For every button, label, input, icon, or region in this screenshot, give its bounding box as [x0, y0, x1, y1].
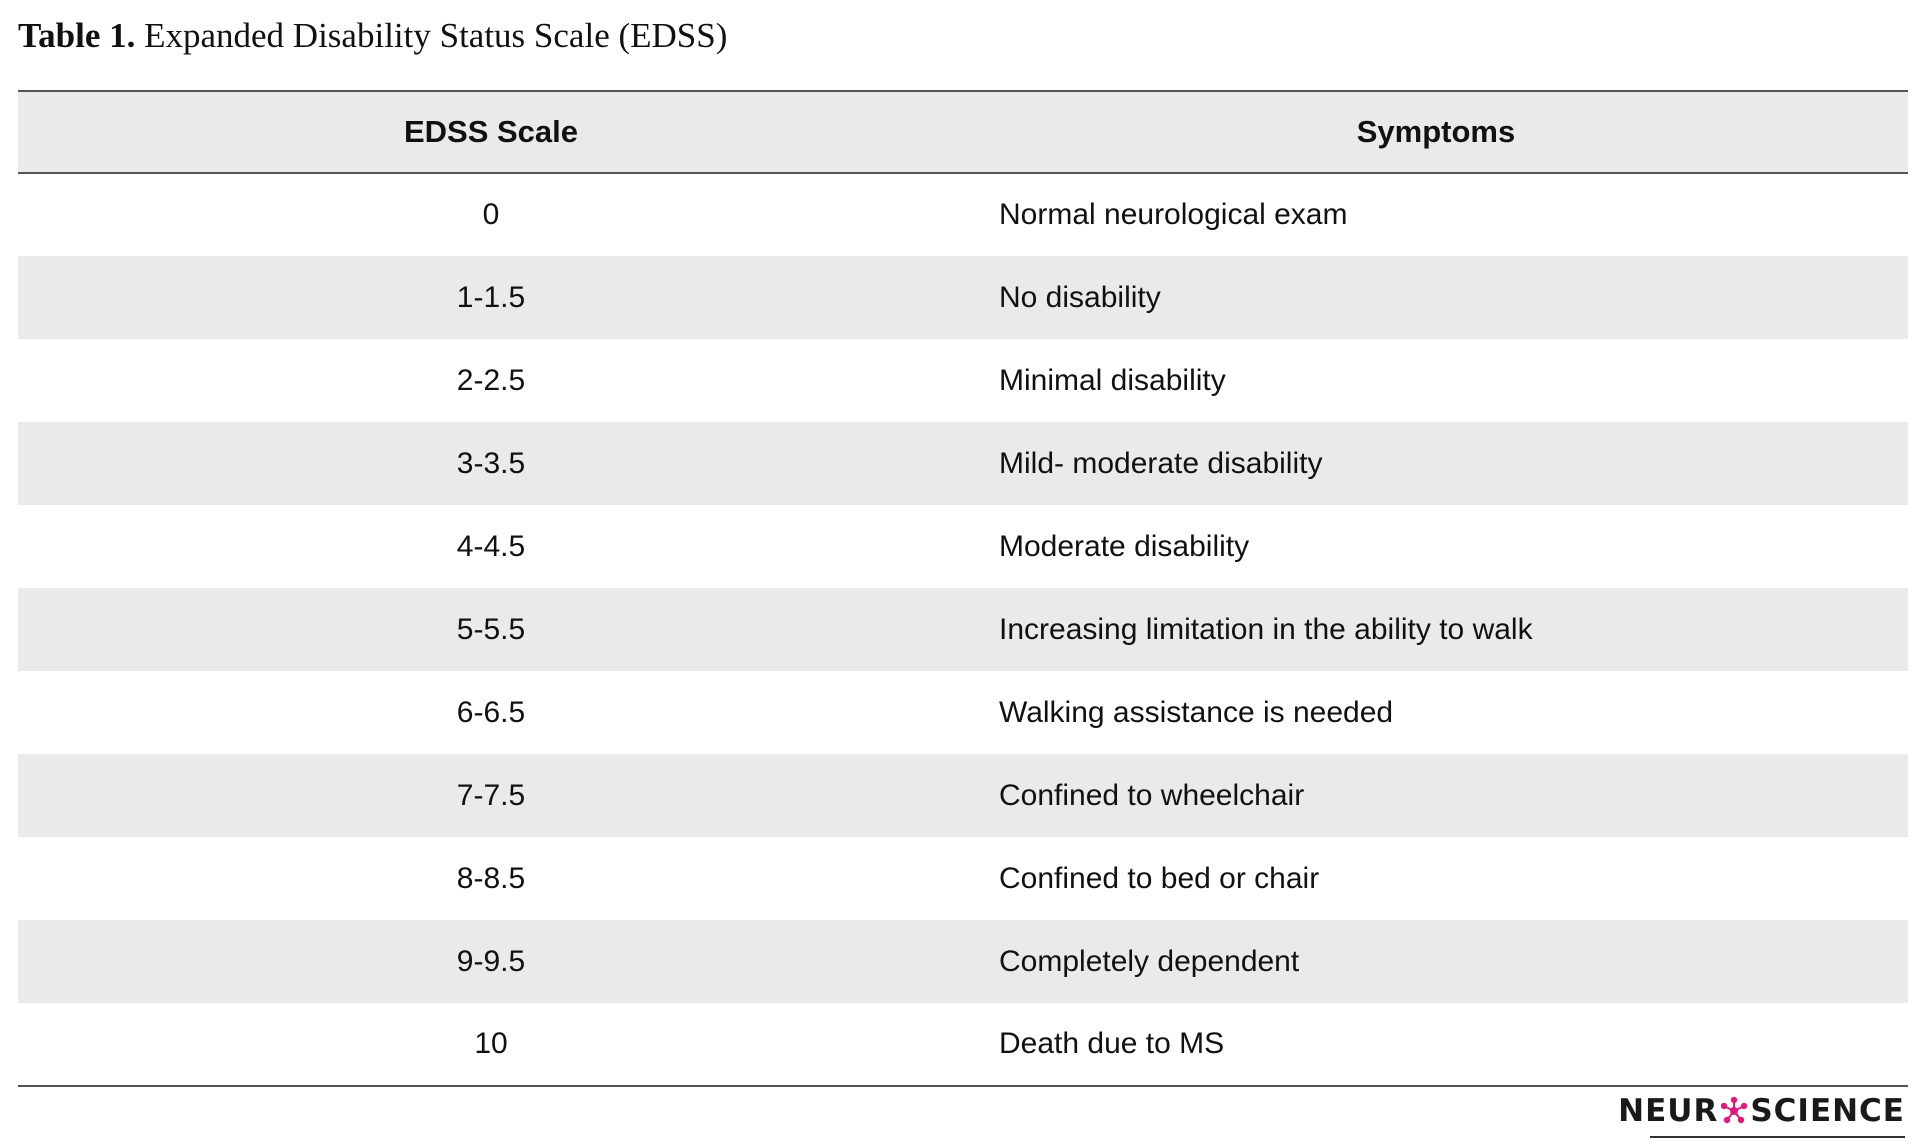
table-caption-text: Expanded Disability Status Scale (EDSS) [144, 16, 728, 55]
table-caption: Table 1. Expanded Disability Status Scal… [18, 12, 727, 60]
edss-scale-cell: 10 [474, 1027, 508, 1060]
table-row: 3-3.5 Mild- moderate disability [18, 422, 1908, 505]
table-row: 6-6.5 Walking assistance is needed [18, 671, 1908, 754]
neuroscience-logo: NEUR SCIENCE [1618, 1093, 1905, 1129]
symptoms-cell: Death due to MS [999, 1027, 1225, 1060]
symptoms-cell: Completely dependent [999, 944, 1300, 978]
table-row: 10 Death due to MS [18, 1003, 1908, 1086]
column-header-edss-scale: EDSS Scale [403, 114, 579, 149]
edss-scale-cell: 9-9.5 [456, 944, 526, 978]
table-caption-label: Table 1. [18, 16, 136, 55]
table-row: 7-7.5 Confined to wheelchair [18, 754, 1908, 837]
edss-scale-cell: 2-2.5 [456, 363, 526, 397]
table-header-row: EDSS Scale Symptoms [18, 91, 1908, 173]
symptoms-cell: Walking assistance is needed [999, 695, 1394, 729]
edss-scale-cell: 5-5.5 [456, 612, 526, 646]
table-row: 4-4.5 Moderate disability [18, 505, 1908, 588]
logo-text-neur: NEUR [1618, 1093, 1719, 1129]
symptoms-cell: No disability [999, 280, 1161, 314]
edss-scale-cell: 1-1.5 [456, 280, 526, 314]
logo-text-science: SCIENCE [1750, 1093, 1905, 1129]
table-row: 9-9.5 Completely dependent [18, 920, 1908, 1003]
table-row: 0 Normal neurological exam [18, 173, 1908, 256]
edss-scale-cell: 4-4.5 [456, 529, 526, 563]
table-row: 2-2.5 Minimal disability [18, 339, 1908, 422]
edss-scale-cell: 8-8.5 [456, 861, 526, 895]
edss-scale-cell: 7-7.5 [456, 778, 526, 812]
table-row: 1-1.5 No disability [18, 256, 1908, 339]
table-row: 8-8.5 Confined to bed or chair [18, 837, 1908, 920]
edss-scale-cell: 6-6.5 [456, 695, 526, 729]
symptoms-cell: Mild- moderate disability [999, 446, 1323, 480]
edss-scale-cell: 3-3.5 [456, 446, 526, 480]
symptoms-cell: Confined to bed or chair [999, 861, 1320, 895]
edss-scale-cell: 0 [482, 198, 500, 231]
symptoms-cell: Normal neurological exam [999, 198, 1348, 231]
symptoms-cell: Minimal disability [999, 363, 1226, 397]
edss-table: EDSS Scale Symptoms 0 Normal neurologica… [18, 90, 1908, 1087]
symptoms-cell: Moderate disability [999, 529, 1250, 563]
logo-underline [1650, 1136, 1905, 1138]
edss-table-container: EDSS Scale Symptoms 0 Normal neurologica… [18, 90, 1908, 1087]
table-row: 5-5.5 Increasing limitation in the abili… [18, 588, 1908, 671]
symptoms-cell: Confined to wheelchair [999, 778, 1305, 812]
neuron-o-icon [1719, 1096, 1749, 1126]
symptoms-cell: Increasing limitation in the ability to … [999, 612, 1533, 646]
column-header-symptoms: Symptoms [1356, 114, 1516, 149]
